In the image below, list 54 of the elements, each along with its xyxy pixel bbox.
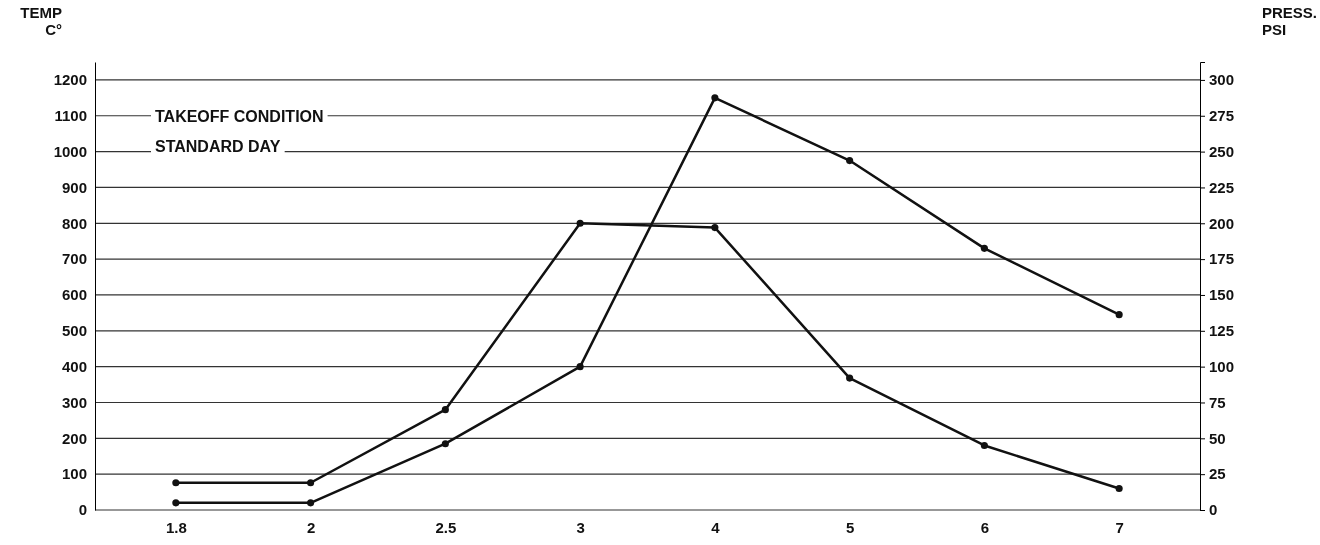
y2-tick-label: 25 [1209,465,1226,483]
y-tick-label: 400 [61,357,87,375]
y-tick-label: 0 [78,501,87,519]
y-tick-label: 1100 [54,107,87,125]
point [846,374,854,382]
y-tick-label: 600 [61,286,87,304]
point [172,499,180,507]
point [711,94,719,102]
y2-tick-label: 100 [1209,357,1235,375]
point [980,441,988,450]
y-tick-label: 1200 [53,71,87,89]
y-axis-title: TEMP C° [20,4,62,38]
point [1115,484,1123,493]
y2-tick-label: 250 [1209,142,1235,160]
x-tick-label: 5 [845,518,855,536]
y-tick-label: 100 [61,465,87,483]
y2-tick-label: 50 [1209,429,1226,447]
point [307,479,315,487]
point [441,440,449,448]
y-tick-label: 200 [61,429,87,447]
x-tick-label: 2 [306,518,316,536]
y-tick-label: 900 [61,178,87,196]
y2-tick-label: 0 [1209,501,1218,519]
x-tick-label: 7 [1115,518,1124,536]
point [441,406,449,414]
x-tick-label: 1.8 [165,518,187,536]
x-tick-label: 6 [980,518,990,536]
annotation: STANDARD DAY [155,138,281,156]
point [711,224,719,232]
x-tick-label: 4 [711,518,721,536]
y-tick-label: 800 [61,214,87,232]
point [172,479,180,487]
x-tick-label: 3 [576,518,585,536]
y-tick-label: 1000 [53,142,87,160]
y2-tick-label: 225 [1209,178,1235,196]
y2-tick-label: 125 [1209,322,1235,340]
y-tick-label: 500 [61,322,87,340]
y2-tick-label: 75 [1209,393,1226,411]
y-tick-label: 700 [61,250,87,268]
y2-tick-label: 150 [1209,286,1235,304]
point [1115,311,1123,319]
annotation: TAKEOFF CONDITION [155,107,324,125]
point [576,219,584,227]
y-tick-label: 300 [61,393,87,411]
y2-axis-title: PRESS. PSI [1262,4,1318,38]
x-tick-label: 2.5 [435,518,457,536]
point [576,363,584,371]
y2-tick-label: 175 [1209,250,1235,268]
y2-tick-label: 200 [1209,214,1235,232]
y2-tick-label: 275 [1209,107,1235,125]
point [980,244,988,252]
y2-tick-label: 300 [1209,71,1235,89]
point [307,499,315,507]
point [846,157,854,165]
